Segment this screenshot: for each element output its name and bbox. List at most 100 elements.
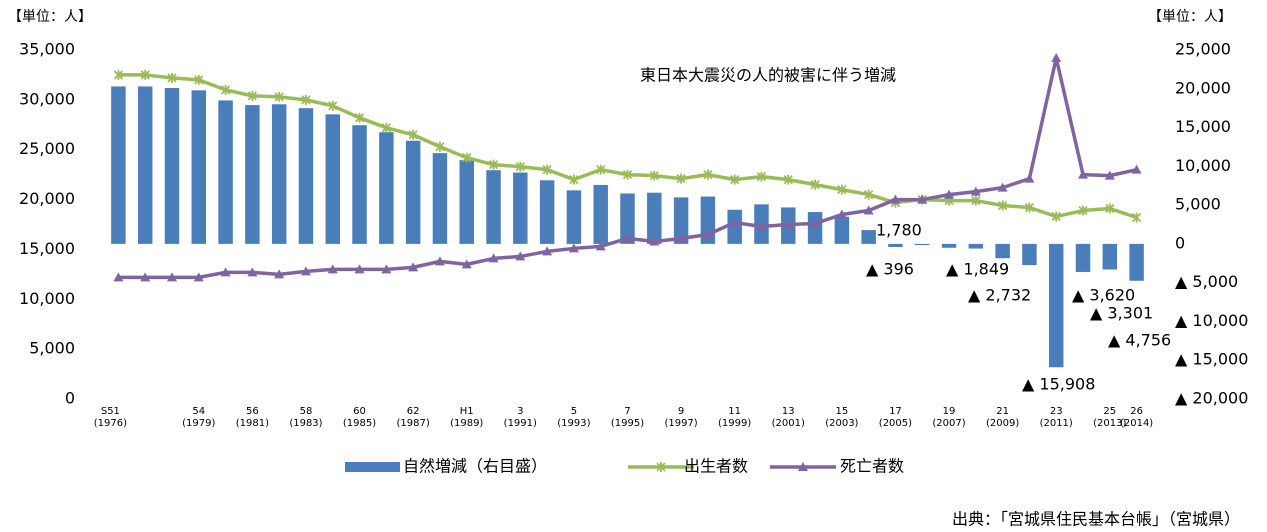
bar [915, 243, 930, 246]
bar [298, 108, 314, 244]
bar [218, 100, 233, 244]
data-label: ▲ 15,908 [1022, 375, 1095, 394]
marker [1051, 52, 1062, 62]
marker [783, 219, 794, 229]
marker [220, 267, 231, 277]
marker [676, 173, 686, 184]
marker [542, 164, 552, 175]
bar [137, 86, 153, 244]
x-tick-label: 26 (2014) [1119, 406, 1154, 429]
marker [167, 72, 177, 83]
marker [193, 272, 204, 282]
marker [1024, 173, 1035, 183]
line [118, 56, 1137, 280]
marker [408, 129, 418, 140]
x-tick-label: 9 (1997) [664, 406, 698, 429]
marker [595, 241, 606, 251]
y2-tick-label: 10,000 [1175, 156, 1231, 175]
unit-right: 【単位：人】 [1148, 9, 1232, 25]
marker [488, 253, 499, 263]
y-tick-label: 15,000 [19, 239, 75, 258]
marker [864, 189, 874, 200]
x-tick-label: 11 (1999) [718, 406, 752, 429]
bar [513, 172, 528, 244]
bar [566, 190, 582, 244]
y2-tick-label: ▲ 20,000 [1175, 389, 1248, 408]
marker [515, 251, 526, 261]
marker [810, 218, 821, 228]
x-tick-label: 58 (1983) [289, 406, 323, 429]
y-tick-label: 0 [65, 389, 75, 408]
source: 出典：「宮城県住民基本台帳」（宮城県） [952, 510, 1240, 529]
bar [325, 114, 340, 244]
x-tick-label: 3 (1991) [503, 406, 537, 429]
bar [405, 140, 421, 244]
marker [729, 217, 740, 227]
marker [542, 246, 553, 256]
marker [836, 209, 847, 219]
bar [459, 160, 474, 244]
marker [166, 272, 177, 282]
x-tick-label: 7 (1995) [610, 406, 645, 429]
x-tick-label: 23 (2011) [1039, 406, 1073, 429]
bar [111, 86, 126, 244]
legend-label: 自然増減（右目盛） [403, 457, 547, 476]
marker [890, 194, 901, 204]
marker [622, 233, 633, 243]
marker [676, 233, 687, 243]
bar [164, 88, 180, 244]
marker [917, 194, 928, 204]
marker [327, 264, 338, 274]
bar [995, 243, 1010, 259]
marker [971, 195, 981, 206]
marker [381, 122, 391, 133]
x-tick-label: 15 (2003) [825, 406, 859, 429]
legend-marker [656, 462, 666, 472]
marker [1024, 202, 1035, 213]
unit-left: 【単位：人】 [8, 9, 92, 25]
y-tick-label: 35,000 [19, 40, 75, 59]
legend-swatch [345, 462, 400, 472]
marker [1131, 164, 1142, 174]
marker [703, 169, 713, 180]
y2-tick-label: 15,000 [1175, 117, 1231, 136]
marker [354, 264, 365, 274]
marker [756, 171, 767, 182]
bar [727, 209, 742, 244]
bar [593, 184, 608, 244]
x-tick-label: 5 (1993) [557, 406, 591, 429]
x-tick-label: 19 (2007) [932, 406, 966, 429]
legend-label: 出生者数 [684, 457, 748, 476]
marker [997, 200, 1008, 211]
x-tick-label: 25 (2013) [1093, 406, 1127, 429]
bar [1075, 243, 1091, 272]
y2-tick-label: ▲ 10,000 [1175, 311, 1248, 330]
marker [863, 205, 874, 215]
y2-tick-label: 5,000 [1175, 195, 1221, 214]
bar [271, 104, 287, 244]
marker [622, 169, 633, 180]
marker [140, 69, 150, 80]
x-tick-label: 60 (1985) [342, 406, 377, 429]
y-tick-label: 30,000 [19, 89, 75, 108]
bar [861, 230, 876, 244]
bar [486, 170, 501, 244]
marker [730, 174, 740, 185]
marker [488, 159, 499, 170]
x-tick-label: H1 (1989) [450, 406, 484, 429]
bar [1102, 243, 1118, 270]
marker [408, 262, 419, 272]
marker [274, 269, 285, 279]
marker [1078, 205, 1088, 216]
bar [941, 243, 957, 248]
bar [834, 216, 850, 244]
marker [1104, 170, 1115, 180]
y2-tick-label: 20,000 [1175, 78, 1231, 97]
bar [191, 90, 207, 244]
marker [300, 266, 311, 276]
marker [301, 94, 311, 105]
x-tick-label: 13 (2001) [771, 406, 805, 429]
marker [274, 91, 284, 102]
